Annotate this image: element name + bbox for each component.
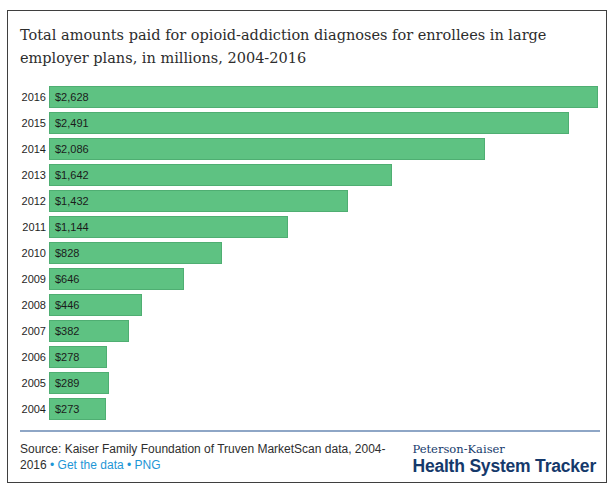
value-label: $2,491 [50, 117, 89, 129]
year-label: 2013 [20, 169, 46, 181]
bar-track: $446 [49, 294, 598, 316]
value-label: $828 [50, 247, 79, 259]
year-label: 2005 [20, 377, 46, 389]
year-label: 2006 [20, 351, 46, 363]
bar-2007[interactable]: $382 [49, 320, 129, 342]
health-system-tracker-logo: Peterson-Kaiser Health System Tracker [412, 441, 596, 477]
bar-track: $1,144 [49, 216, 598, 238]
bar-row: 2005 $289 [8, 370, 606, 396]
bar-2014[interactable]: $2,086 [49, 138, 485, 160]
bar-track: $646 [49, 268, 598, 290]
bar-2012[interactable]: $1,432 [49, 190, 348, 212]
bar-2010[interactable]: $828 [49, 242, 222, 264]
bar-2005[interactable]: $289 [49, 372, 109, 394]
bar-2015[interactable]: $2,491 [49, 112, 569, 134]
bullet-separator: • [50, 458, 54, 472]
year-label: 2014 [20, 143, 46, 155]
footer: Source: Kaiser Family Foundation of Truv… [20, 441, 596, 477]
bar-row: 2013 $1,642 [8, 162, 606, 188]
bar-row: 2012 $1,432 [8, 188, 606, 214]
png-link[interactable]: PNG [135, 458, 161, 472]
bar-row: 2016 $2,628 [8, 84, 606, 110]
bar-row: 2009 $646 [8, 266, 606, 292]
value-label: $2,086 [50, 143, 89, 155]
chart-title: Total amounts paid for opioid-addiction … [20, 24, 598, 70]
bar-2004[interactable]: $273 [49, 398, 106, 420]
year-label: 2012 [20, 195, 46, 207]
value-label: $2,628 [50, 91, 89, 103]
bar-row: 2011 $1,144 [8, 214, 606, 240]
bar-track: $382 [49, 320, 598, 342]
bar-track: $1,642 [49, 164, 598, 186]
bar-track: $273 [49, 398, 598, 420]
bar-row: 2006 $278 [8, 344, 606, 370]
bar-2006[interactable]: $278 [49, 346, 107, 368]
bar-track: $1,432 [49, 190, 598, 212]
bar-row: 2004 $273 [8, 396, 606, 422]
bar-row: 2014 $2,086 [8, 136, 606, 162]
value-label: $273 [50, 403, 79, 415]
year-label: 2010 [20, 247, 46, 259]
value-label: $1,144 [50, 221, 89, 233]
year-label: 2011 [20, 221, 46, 233]
value-label: $1,432 [50, 195, 89, 207]
year-label: 2008 [20, 299, 46, 311]
bar-track: $2,491 [49, 112, 598, 134]
bar-row: 2007 $382 [8, 318, 606, 344]
value-label: $446 [50, 299, 79, 311]
year-label: 2007 [20, 325, 46, 337]
bar-chart: 2016 $2,628 2015 $2,491 2014 $2,086 2013 $1,642… [8, 84, 606, 422]
value-label: $278 [50, 351, 79, 363]
bar-2013[interactable]: $1,642 [49, 164, 392, 186]
value-label: $289 [50, 377, 79, 389]
source-line: Source: Kaiser Family Foundation of Truv… [20, 441, 394, 477]
value-label: $646 [50, 273, 79, 285]
bar-row: 2010 $828 [8, 240, 606, 266]
value-label: $382 [50, 325, 79, 337]
bar-track: $289 [49, 372, 598, 394]
bar-track: $828 [49, 242, 598, 264]
bar-track: $2,086 [49, 138, 598, 160]
bar-2008[interactable]: $446 [49, 294, 142, 316]
year-label: 2016 [20, 91, 46, 103]
footer-divider [20, 430, 600, 432]
bullet-separator: • [127, 458, 131, 472]
bar-2016[interactable]: $2,628 [49, 86, 598, 108]
chart-card: Total amounts paid for opioid-addiction … [7, 10, 607, 483]
logo-health-system-tracker: Health System Tracker [412, 456, 596, 477]
value-label: $1,642 [50, 169, 89, 181]
bar-2009[interactable]: $646 [49, 268, 184, 290]
year-label: 2015 [20, 117, 46, 129]
bar-row: 2008 $446 [8, 292, 606, 318]
bar-2011[interactable]: $1,144 [49, 216, 288, 238]
bar-track: $278 [49, 346, 598, 368]
bar-row: 2015 $2,491 [8, 110, 606, 136]
year-label: 2009 [20, 273, 46, 285]
get-the-data-link[interactable]: Get the data [58, 458, 124, 472]
logo-peterson-kaiser: Peterson-Kaiser [412, 442, 596, 456]
bar-track: $2,628 [49, 86, 598, 108]
year-label: 2004 [20, 403, 46, 415]
